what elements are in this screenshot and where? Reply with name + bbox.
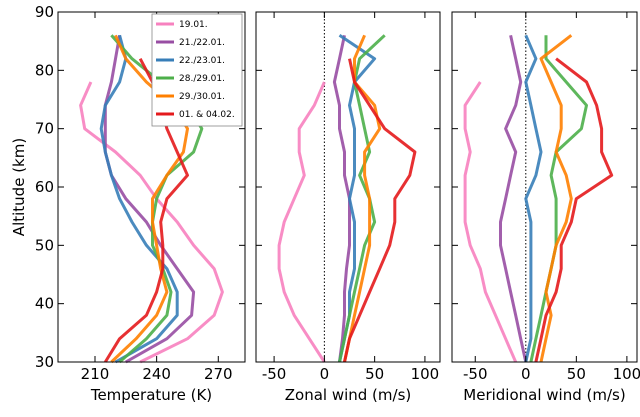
- legend-label: 21./22.01.: [179, 38, 225, 48]
- legend-label: 22./23.01.: [179, 56, 225, 66]
- profile-line: [343, 58, 417, 363]
- x-axis-label: Temperature (K): [90, 386, 212, 404]
- profile-line: [499, 34, 528, 363]
- x-tick-label: 240: [142, 365, 171, 383]
- legend-box: [151, 13, 243, 127]
- profile-line: [277, 81, 326, 363]
- x-tick-label: 50: [365, 365, 384, 383]
- profile-line: [529, 35, 588, 363]
- y-tick-label: 60: [35, 178, 54, 196]
- y-tick-label: 40: [35, 295, 54, 313]
- profile-line: [99, 34, 179, 364]
- profile-line: [534, 57, 614, 363]
- x-tick-label: 0: [320, 365, 330, 383]
- legend-label: 29./30.01.: [179, 92, 225, 102]
- profile-line: [332, 34, 351, 363]
- x-tick-label: 100: [613, 365, 640, 383]
- legend-label: 01. & 04.02.: [179, 110, 235, 120]
- legend-label: 19.01.: [179, 20, 208, 30]
- x-tick-label: 50: [567, 365, 586, 383]
- x-axis-label: Zonal wind (m/s): [285, 386, 412, 404]
- y-tick-label: 30: [35, 353, 54, 371]
- x-axis-label: Meridional wind (m/s): [463, 386, 625, 404]
- profile-line: [524, 34, 543, 363]
- x-tick-label: 0: [521, 365, 531, 383]
- profile-line: [338, 34, 377, 363]
- y-tick-label: 50: [35, 236, 54, 254]
- profile-line: [79, 81, 224, 364]
- x-tick-label: 270: [204, 365, 233, 383]
- x-tick-label: -50: [463, 365, 488, 383]
- y-tick-label: 70: [35, 120, 54, 138]
- x-tick-label: 210: [81, 365, 110, 383]
- y-tick-label: 80: [35, 61, 54, 79]
- x-tick-label: -50: [262, 365, 287, 383]
- y-axis-label: Altitude (km): [10, 138, 28, 236]
- profile-line: [463, 81, 518, 363]
- profile-line: [103, 35, 196, 364]
- x-tick-label: 100: [411, 365, 440, 383]
- y-tick-label: 90: [35, 3, 54, 21]
- legend-label: 28./29.01.: [179, 74, 225, 84]
